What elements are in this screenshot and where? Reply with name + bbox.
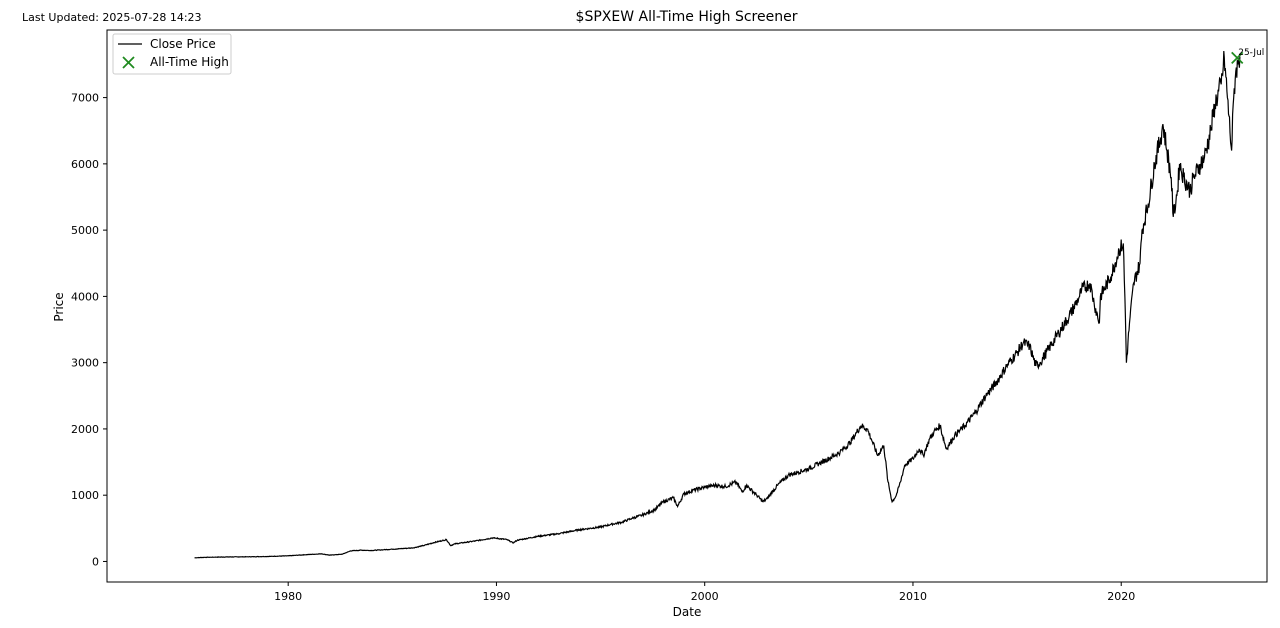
y-tick-label: 2000 (71, 423, 99, 436)
x-tick-label: 2010 (899, 590, 927, 603)
x-tick-label: 1980 (274, 590, 302, 603)
y-tick-label: 7000 (71, 92, 99, 105)
x-tick-label: 1990 (482, 590, 510, 603)
x-axis: 1980 1990 2000 2010 2020 (274, 582, 1135, 603)
plot-frame (106, 29, 1268, 583)
x-tick-label: 2000 (691, 590, 719, 603)
legend-entry-close-price: Close Price (150, 37, 216, 51)
y-axis-label: Price (52, 292, 66, 321)
legend-entry-all-time-high: All-Time High (150, 55, 229, 69)
y-axis: 0 1000 2000 3000 4000 5000 6000 7000 (71, 92, 107, 568)
all-time-high-label: 25-Jul (1238, 48, 1264, 58)
y-tick-label: 1000 (71, 489, 99, 502)
x-axis-label: Date (673, 605, 702, 619)
y-tick-label: 6000 (71, 158, 99, 171)
y-tick-label: 0 (92, 555, 99, 568)
last-updated-text: Last Updated: 2025-07-28 14:23 (22, 11, 202, 24)
legend: Close Price All-Time High (112, 33, 232, 75)
close-price-line (194, 50, 1241, 559)
chart-title: $SPXEW All-Time High Screener (575, 9, 798, 25)
legend-x-swatch (122, 56, 135, 69)
legend-box (112, 33, 232, 75)
y-tick-label: 4000 (71, 290, 99, 303)
x-tick-label: 2020 (1107, 590, 1135, 603)
y-tick-label: 5000 (71, 224, 99, 237)
all-time-high-marker (1231, 51, 1244, 64)
y-tick-label: 3000 (71, 357, 99, 370)
